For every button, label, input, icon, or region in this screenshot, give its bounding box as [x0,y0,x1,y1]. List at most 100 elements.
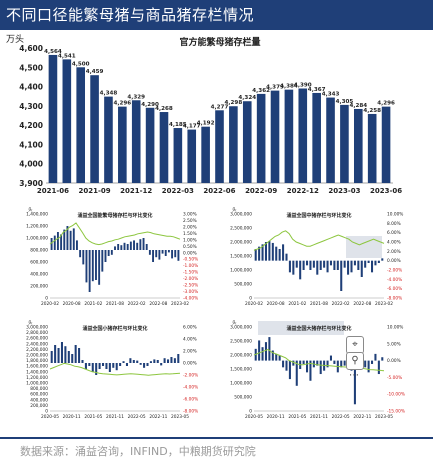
right-tick-label: -4.00% [183,296,198,302]
bar [119,363,122,366]
header-bar: 不同口径能繁母猪与商品猪存栏情况 [0,0,433,30]
x-tick-label: 2021-05 [288,414,306,420]
left-tick-label: 2,500,000 [230,339,252,345]
left-tick-label: 400,000 [30,272,48,278]
bar [88,250,91,292]
bar [62,59,72,183]
x-tick-label: 2022-05 [332,414,350,420]
bar [242,101,252,183]
bar [309,360,312,381]
right-tick-label: 0.00% [183,361,197,367]
search-icon[interactable]: ⚲ [346,352,364,370]
left-tick-label: 1,400,000 [26,369,48,375]
bar [131,100,141,183]
data-label: 4,343 [322,92,340,98]
y-tick-label: 3,900 [19,179,43,188]
bar [271,350,274,361]
right-tick-label: 4.00% [183,337,197,343]
right-tick-label: 1.00% [183,237,197,243]
bar [145,244,148,250]
bar [333,360,336,364]
left-tick-label: 0 [249,296,252,302]
bar [81,360,84,363]
data-label: 4,500 [72,61,90,67]
y-tick-label: 4,600 [19,44,43,53]
left-tick-label: 600,000 [30,260,48,266]
data-label: 4,541 [58,53,76,59]
bar [145,107,155,183]
left-tick-label: 1,000,000 [230,268,252,274]
y-axis-unit: 头 [232,319,237,326]
bar [143,363,146,368]
legend-background [258,321,344,335]
right-tick-label: -6.00% [183,397,198,403]
bar [60,234,63,250]
x-tick-label: 2021-05 [84,414,102,420]
bar [133,240,135,250]
right-tick-label: -4.00% [183,385,198,391]
bar [148,250,151,255]
bar [316,260,319,275]
bar [82,250,85,265]
bar [288,360,291,380]
left-tick-label: 3,000,000 [230,325,252,331]
x-tick-label: 2021-11 [310,414,328,420]
x-tick-label: 2022-02 [332,301,350,307]
bar [167,250,170,253]
y-axis-unit: 头 [28,206,33,213]
y-tick-label: 4,100 [19,140,43,149]
bar [139,363,142,365]
bar [261,244,264,261]
right-tick-label: 2.00% [183,349,197,355]
bar [56,232,59,250]
bar [367,260,370,263]
data-label: 4,379 [266,85,284,91]
bar [69,230,72,250]
chart-title: 涌益全国中猪存栏与环比变化 [286,212,351,219]
bar [299,260,302,280]
bar [125,363,128,366]
right-tick-label: -2.00% [387,268,402,274]
bar [79,250,82,258]
bar [118,106,127,183]
bar [63,229,66,250]
pin-icon[interactable]: ⌖ [346,336,364,354]
more-icon[interactable]: ⋯ [349,370,359,381]
right-tick-label: 0.00% [387,358,401,364]
bar [91,363,94,372]
left-tick-label: 1,200,000 [26,224,48,230]
bar [268,241,271,261]
bar [323,260,326,268]
bar [316,360,319,366]
right-tick-label: 2.50% [183,218,197,224]
bar [319,260,322,270]
bar [295,260,298,268]
bar [173,128,183,183]
bar [381,106,391,183]
bar [353,260,356,266]
sow-inventory-chart: 万头 官方能繁母猪存栏量 3,900 4,000 4,100 4,200 4,300 4,40… [6,34,402,195]
bar [284,89,294,183]
right-tick-label: 3.00% [183,212,197,218]
x-tick-label: 2020-11 [63,414,81,420]
right-tick-label: 8.00% [387,221,401,227]
left-tick-label: 200,000 [30,284,48,290]
bar [160,363,163,366]
x-tick-label: 2020-11 [267,414,285,420]
bar [215,110,224,183]
bar [177,250,180,261]
bar [229,106,238,183]
right-tick-label: -6.00% [387,286,402,292]
x-tick-label: 2021-08 [310,301,328,307]
bar [170,357,173,363]
bar [158,250,161,260]
y-axis-unit: 头 [28,319,33,326]
bar [110,250,113,255]
y-axis-unit: 头 [232,206,237,213]
bar [360,260,363,277]
bar [60,342,63,363]
line-series [49,362,181,376]
right-tick-label: -4.00% [387,277,402,283]
bar [107,250,110,256]
bar [155,250,158,258]
